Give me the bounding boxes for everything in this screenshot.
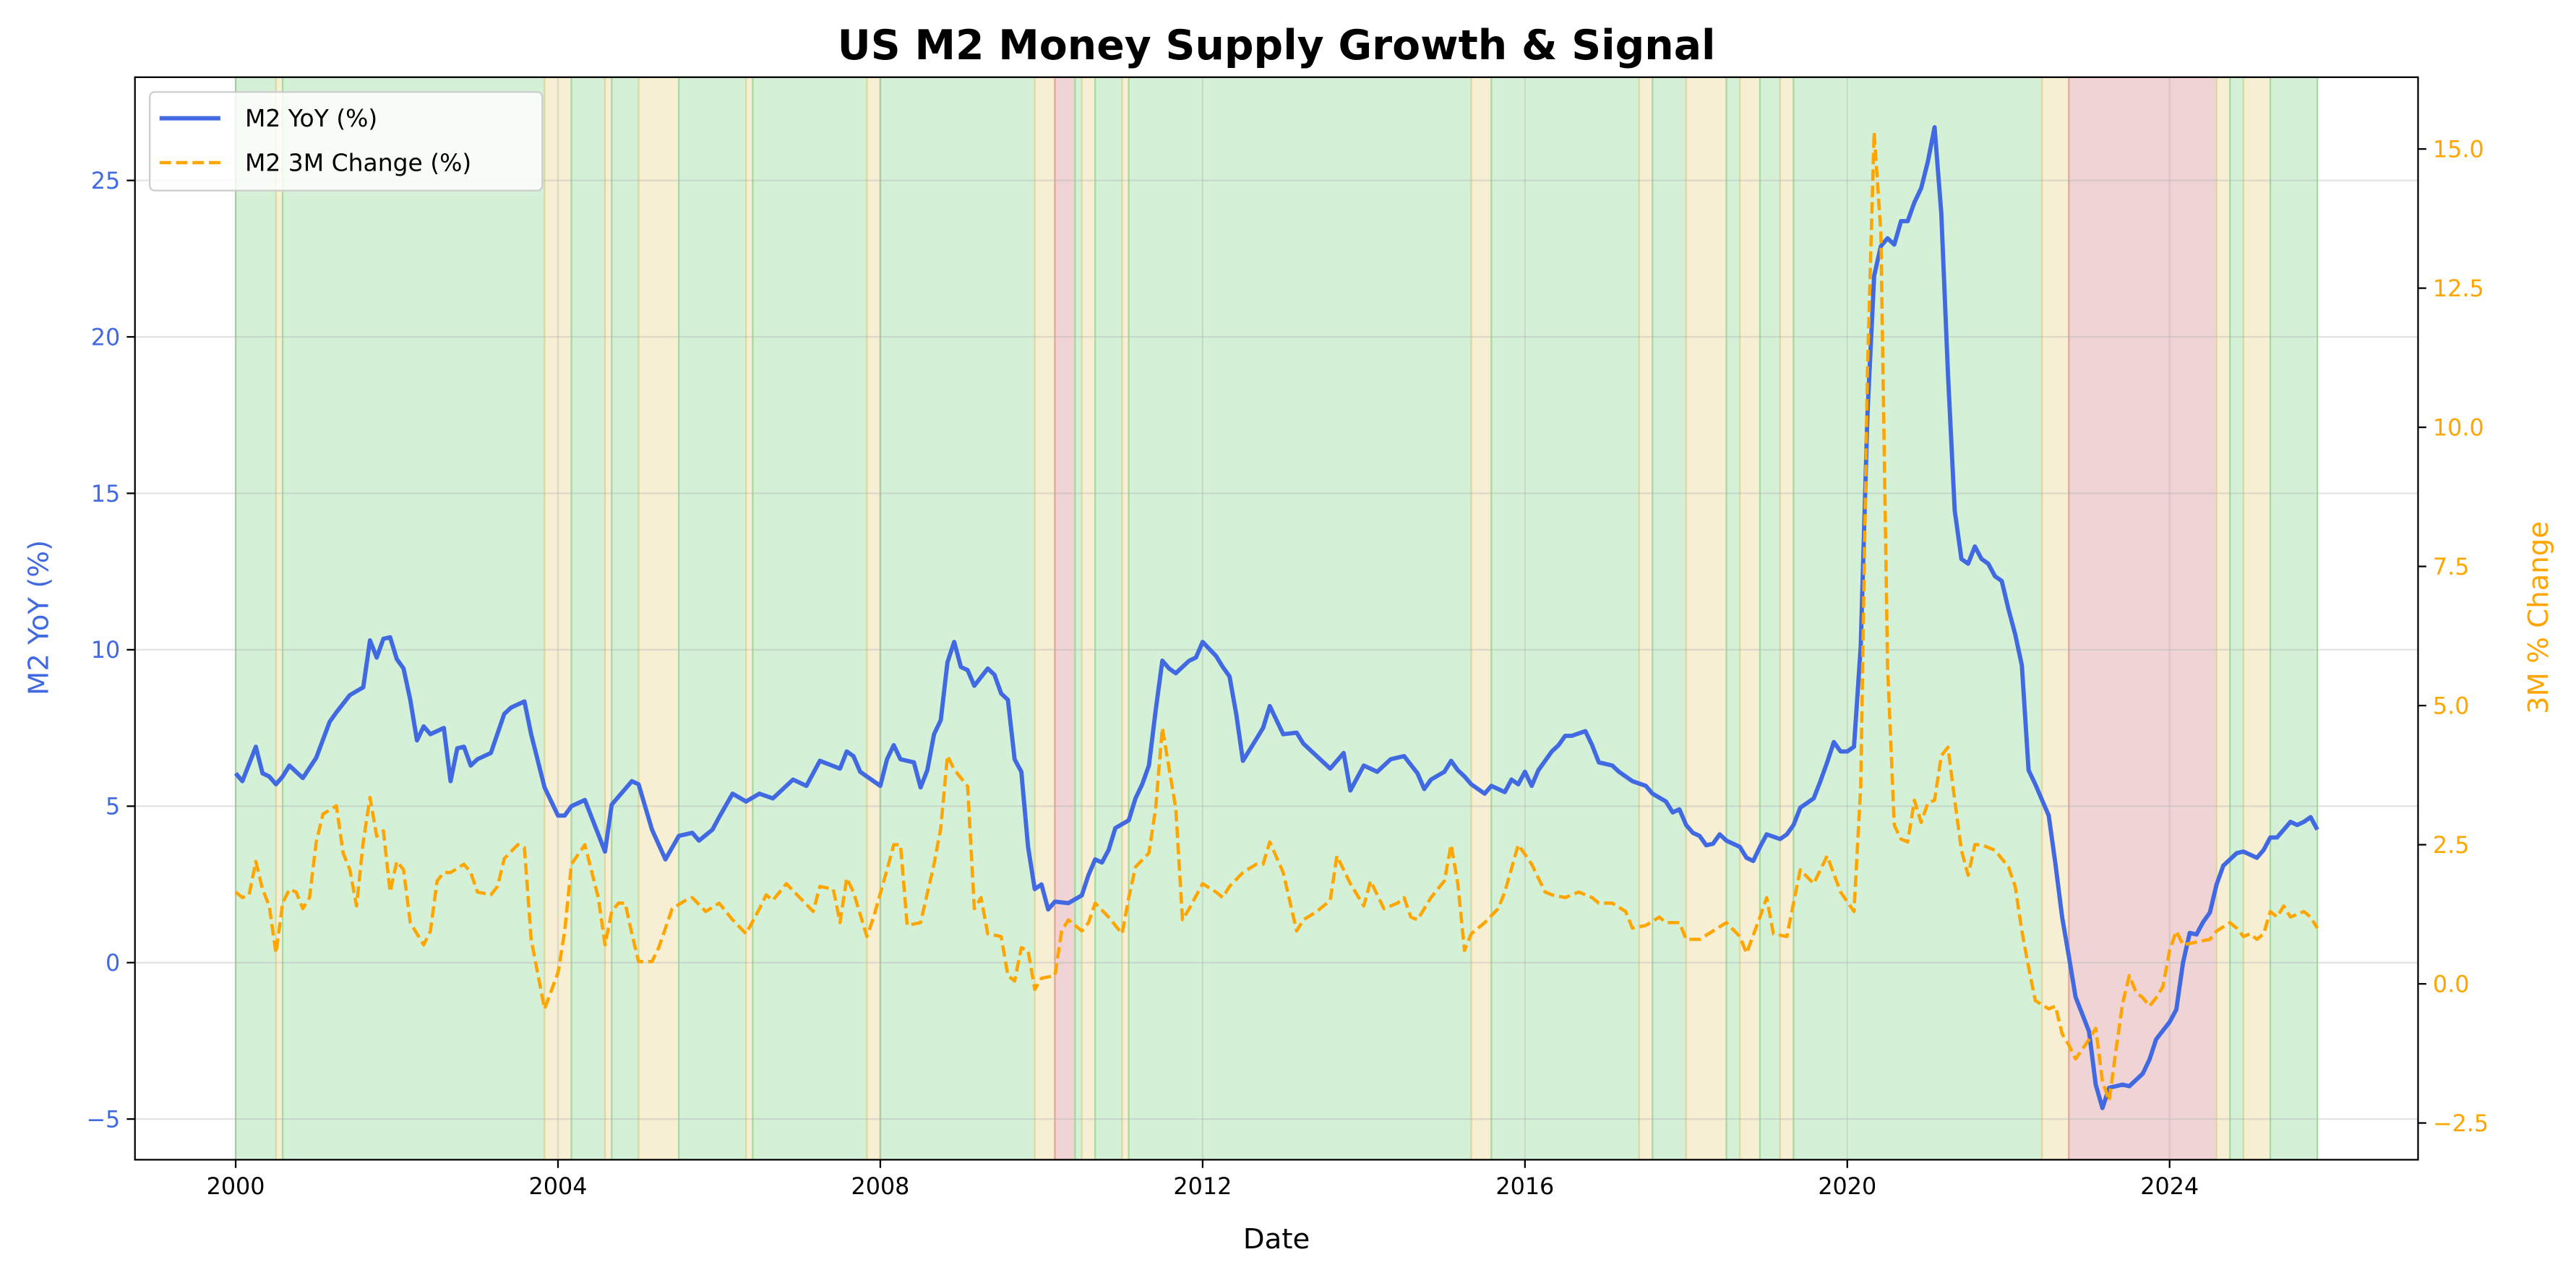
band-green xyxy=(1490,76,1640,1161)
band-green xyxy=(234,76,277,1161)
band-green xyxy=(1128,76,1472,1161)
band-green xyxy=(879,76,1036,1161)
legend-label-3m: M2 3M Change (%) xyxy=(245,148,471,176)
right-axis-ticks: −2.5 0.0 2.5 5.0 7.5 10.0 12.5 15.0 xyxy=(2418,135,2489,1137)
background-bands xyxy=(234,76,2319,1161)
band-green xyxy=(570,76,606,1161)
right-tick-label: 12.5 xyxy=(2433,275,2484,302)
band-yellow xyxy=(1034,76,1056,1161)
left-tick-label: 0 xyxy=(106,949,120,977)
band-yellow xyxy=(1121,76,1130,1161)
left-tick-label: 25 xyxy=(91,167,120,194)
plot-frame xyxy=(134,76,2419,1161)
series-line-m2-yoy xyxy=(233,125,2319,1110)
band-yellow xyxy=(866,76,882,1161)
x-axis-ticks: 2000 2004 2008 2012 2016 2020 2024 xyxy=(207,1159,2199,1200)
right-tick-label: 2.5 xyxy=(2433,831,2470,859)
band-green xyxy=(2269,76,2319,1161)
band-green xyxy=(281,76,546,1161)
legend-box xyxy=(149,91,544,192)
band-yellow xyxy=(1470,76,1493,1161)
right-tick-label: −2.5 xyxy=(2433,1110,2489,1137)
chart-title: US M2 Money Supply Growth & Signal xyxy=(838,22,1716,69)
left-tick-label: 5 xyxy=(106,793,120,820)
band-yellow xyxy=(2215,76,2231,1161)
band-green xyxy=(1074,76,1083,1161)
x-tick-label: 2008 xyxy=(851,1172,909,1200)
right-tick-label: 5.0 xyxy=(2433,692,2470,719)
band-green xyxy=(1759,76,1782,1161)
x-axis-label: Date xyxy=(1243,1223,1310,1256)
band-green xyxy=(2229,76,2245,1161)
band-yellow xyxy=(275,76,284,1161)
band-yellow xyxy=(637,76,680,1161)
band-yellow xyxy=(745,76,754,1161)
band-green xyxy=(678,76,747,1161)
left-tick-label: 20 xyxy=(91,323,120,351)
left-axis-label: M2 YoY (%) xyxy=(22,540,55,695)
x-tick-label: 2020 xyxy=(1818,1172,1876,1200)
x-tick-label: 2000 xyxy=(207,1172,265,1200)
band-green xyxy=(1652,76,1687,1161)
x-tick-label: 2024 xyxy=(2140,1172,2199,1200)
band-green xyxy=(1725,76,1741,1161)
band-yellow xyxy=(1638,76,1654,1161)
right-tick-label: 15.0 xyxy=(2433,135,2484,163)
left-tick-label: −5 xyxy=(86,1105,120,1133)
legend: M2 YoY (%) M2 3M Change (%) xyxy=(149,91,544,192)
band-yellow xyxy=(1685,76,1727,1161)
band-green xyxy=(1094,76,1123,1161)
band-green xyxy=(1793,76,2043,1161)
x-tick-label: 2012 xyxy=(1173,1172,1232,1200)
band-red xyxy=(1054,76,1076,1161)
right-tick-label: 0.0 xyxy=(2433,970,2470,998)
grid-lines xyxy=(134,77,2418,1160)
right-axis-label: 3M % Change xyxy=(2523,521,2555,714)
x-tick-label: 2016 xyxy=(1495,1172,1554,1200)
left-tick-label: 15 xyxy=(91,480,120,507)
band-yellow xyxy=(1739,76,1761,1161)
left-tick-label: 10 xyxy=(91,636,120,664)
x-tick-label: 2004 xyxy=(529,1172,588,1200)
band-yellow xyxy=(1779,76,1795,1161)
right-tick-label: 7.5 xyxy=(2433,553,2470,580)
band-red xyxy=(2068,76,2217,1161)
series-lines xyxy=(233,125,2319,1110)
band-yellow xyxy=(2242,76,2272,1161)
band-yellow xyxy=(1081,76,1096,1161)
right-tick-label: 10.0 xyxy=(2433,413,2484,441)
band-green xyxy=(752,76,868,1161)
band-yellow xyxy=(2041,76,2070,1161)
band-yellow xyxy=(604,76,613,1161)
legend-label-yoy: M2 YoY (%) xyxy=(245,104,377,132)
band-green xyxy=(611,76,640,1161)
left-axis-ticks: −5 0 5 10 15 20 25 xyxy=(86,167,135,1133)
